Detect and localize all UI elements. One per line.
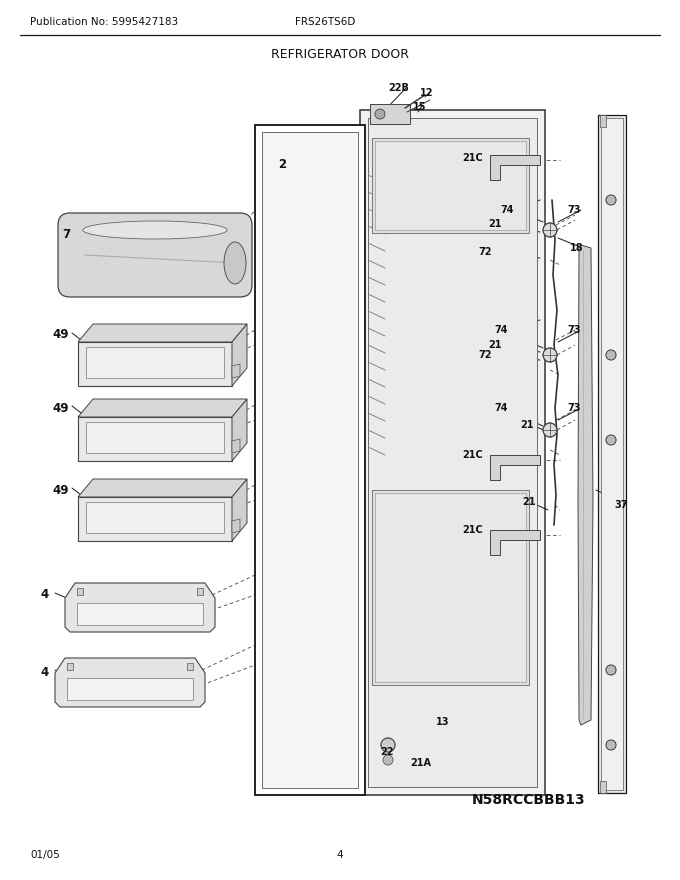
Bar bbox=[368, 118, 537, 787]
Bar bbox=[255, 125, 365, 795]
Text: 74: 74 bbox=[494, 325, 507, 335]
Circle shape bbox=[543, 423, 557, 437]
Circle shape bbox=[543, 223, 557, 237]
Polygon shape bbox=[65, 583, 215, 632]
Polygon shape bbox=[232, 519, 240, 533]
Text: 7: 7 bbox=[62, 229, 70, 241]
Text: 22B: 22B bbox=[388, 83, 409, 93]
Polygon shape bbox=[78, 342, 232, 386]
Polygon shape bbox=[232, 479, 247, 541]
Text: 49: 49 bbox=[52, 328, 69, 341]
Polygon shape bbox=[232, 364, 240, 378]
Text: 22: 22 bbox=[380, 747, 394, 757]
Text: 15: 15 bbox=[413, 102, 426, 112]
Polygon shape bbox=[197, 588, 203, 595]
Circle shape bbox=[375, 109, 385, 119]
Polygon shape bbox=[77, 603, 203, 625]
Bar bbox=[601, 118, 623, 790]
Ellipse shape bbox=[83, 221, 227, 239]
Text: 72: 72 bbox=[478, 247, 492, 257]
Text: 4: 4 bbox=[337, 850, 343, 860]
Text: 49: 49 bbox=[52, 483, 69, 496]
Text: 21C: 21C bbox=[462, 153, 483, 163]
Bar bbox=[598, 115, 626, 793]
Text: 21: 21 bbox=[488, 219, 502, 229]
Text: 73: 73 bbox=[567, 403, 581, 413]
Polygon shape bbox=[67, 663, 73, 670]
Text: 49: 49 bbox=[52, 401, 69, 414]
Polygon shape bbox=[187, 663, 193, 670]
Polygon shape bbox=[578, 245, 593, 725]
Bar bbox=[375, 141, 526, 230]
Circle shape bbox=[606, 665, 616, 675]
Polygon shape bbox=[232, 439, 240, 453]
Text: 21A: 21A bbox=[410, 758, 431, 768]
Text: 4: 4 bbox=[40, 589, 48, 602]
Polygon shape bbox=[490, 455, 540, 480]
Text: 37: 37 bbox=[614, 500, 628, 510]
Polygon shape bbox=[67, 678, 193, 700]
Ellipse shape bbox=[224, 242, 246, 284]
FancyBboxPatch shape bbox=[58, 213, 252, 297]
Text: 74: 74 bbox=[500, 205, 513, 215]
Text: 21: 21 bbox=[520, 420, 534, 430]
Text: 21C: 21C bbox=[462, 450, 483, 460]
Text: 74: 74 bbox=[494, 403, 507, 413]
Bar bbox=[372, 490, 529, 685]
Polygon shape bbox=[86, 347, 224, 378]
Polygon shape bbox=[78, 324, 247, 342]
Text: REFRIGERATOR DOOR: REFRIGERATOR DOOR bbox=[271, 48, 409, 62]
Text: 72: 72 bbox=[478, 350, 492, 360]
Text: 73: 73 bbox=[567, 205, 581, 215]
Text: N58RCCBBB13: N58RCCBBB13 bbox=[472, 793, 585, 807]
Bar bbox=[600, 781, 606, 793]
Text: 21C: 21C bbox=[462, 525, 483, 535]
Bar bbox=[360, 110, 545, 795]
Bar bbox=[372, 138, 529, 233]
Text: 18: 18 bbox=[570, 243, 583, 253]
Text: 2: 2 bbox=[278, 158, 286, 172]
Circle shape bbox=[606, 350, 616, 360]
Text: 21: 21 bbox=[488, 340, 502, 350]
Circle shape bbox=[606, 195, 616, 205]
Polygon shape bbox=[78, 417, 232, 461]
Polygon shape bbox=[490, 155, 540, 180]
Text: 13: 13 bbox=[436, 717, 449, 727]
Text: 21: 21 bbox=[522, 497, 536, 507]
Polygon shape bbox=[490, 530, 540, 555]
Polygon shape bbox=[232, 324, 247, 386]
Circle shape bbox=[383, 755, 393, 765]
Bar bbox=[370, 104, 410, 124]
Text: 12: 12 bbox=[420, 88, 434, 98]
Polygon shape bbox=[78, 497, 232, 541]
Text: 01/05: 01/05 bbox=[30, 850, 60, 860]
Polygon shape bbox=[86, 502, 224, 533]
Bar bbox=[375, 493, 526, 682]
Polygon shape bbox=[86, 422, 224, 453]
Circle shape bbox=[543, 348, 557, 362]
Circle shape bbox=[606, 435, 616, 445]
Polygon shape bbox=[77, 588, 83, 595]
Text: 4: 4 bbox=[40, 665, 48, 678]
Circle shape bbox=[606, 740, 616, 750]
Bar bbox=[600, 115, 606, 127]
Text: FRS26TS6D: FRS26TS6D bbox=[295, 17, 356, 27]
Polygon shape bbox=[55, 658, 205, 707]
Text: 73: 73 bbox=[567, 325, 581, 335]
Text: Publication No: 5995427183: Publication No: 5995427183 bbox=[30, 17, 178, 27]
Circle shape bbox=[381, 738, 395, 752]
Polygon shape bbox=[78, 399, 247, 417]
Bar bbox=[262, 132, 358, 788]
Polygon shape bbox=[232, 399, 247, 461]
Polygon shape bbox=[78, 479, 247, 497]
